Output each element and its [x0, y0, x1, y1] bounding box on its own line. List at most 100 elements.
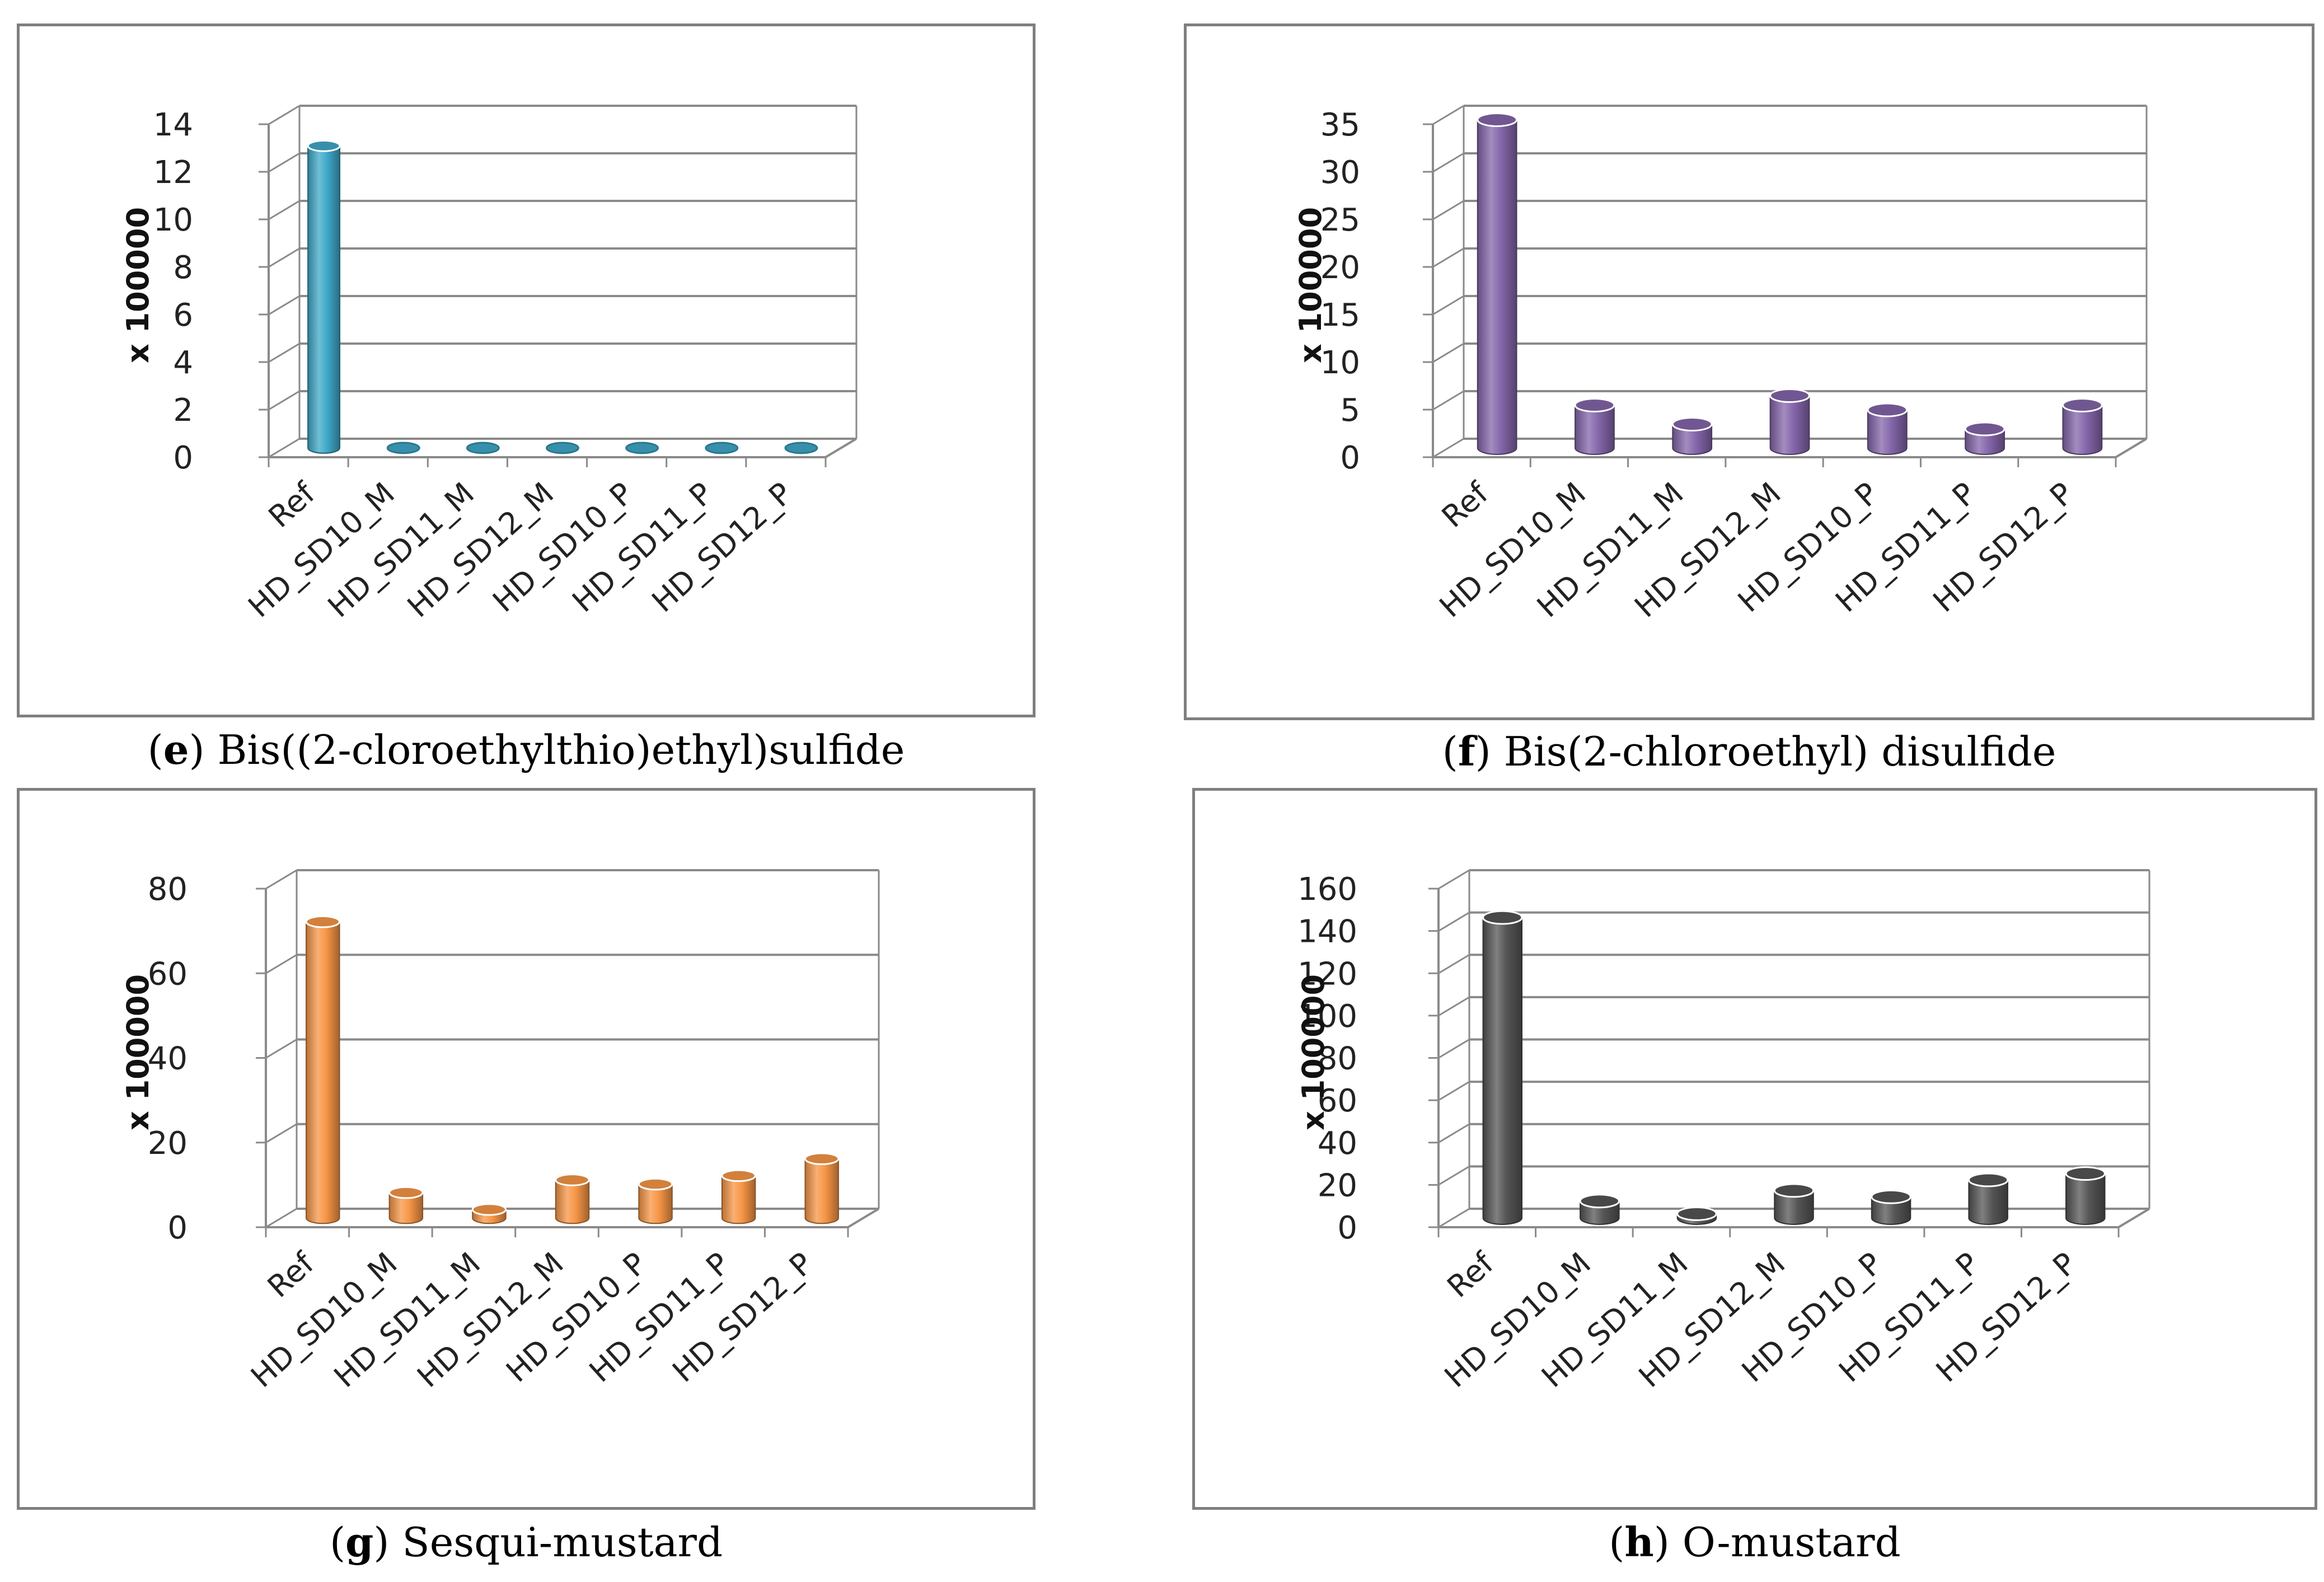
- y-tick-label: 35: [1320, 107, 1360, 143]
- y-tick-label: 0: [167, 1210, 188, 1246]
- bar: [638, 1184, 673, 1224]
- x-tick-label: Ref: [1435, 475, 1496, 535]
- y-axis-label: x 100000: [120, 974, 156, 1130]
- side-gridline: [1432, 247, 1464, 268]
- y-tick-label: 160: [1297, 871, 1357, 908]
- side-gridline: [268, 200, 300, 220]
- bar-top: [638, 1177, 673, 1191]
- y-tick-label: 14: [153, 107, 193, 143]
- floor-edge: [824, 438, 858, 458]
- y-axis-label: x 100000: [120, 207, 156, 363]
- bar-top: [307, 139, 341, 152]
- x-tick-label: HD_SD10_M: [244, 1246, 404, 1395]
- x-tick-label: HD_SD12_M: [410, 1246, 570, 1395]
- side-gridline: [1438, 869, 1470, 890]
- bar-top: [1574, 397, 1615, 413]
- y-tick-label: 100: [1297, 998, 1357, 1035]
- y-tick-label: 60: [1318, 1083, 1357, 1119]
- y-tick-label: 8: [173, 250, 193, 286]
- side-gridline: [268, 105, 300, 125]
- y-tick-label: 0: [173, 440, 193, 476]
- bar: [721, 1175, 756, 1224]
- bar-chart-g: 0 20 40 60 80 x 100000 RefHD_SD10_MHD_SD11_MHD…: [120, 869, 880, 1395]
- side-gridline: [1438, 1166, 1470, 1186]
- y-tick-label: 10: [1320, 345, 1360, 381]
- y-tick-label: 120: [1297, 956, 1357, 992]
- y-tick-label: 0: [1337, 1210, 1357, 1246]
- bar-top: [804, 1152, 840, 1165]
- bar-top: [1477, 112, 1518, 128]
- x-tick-label: Ref: [261, 1245, 322, 1305]
- side-gridline: [1438, 1039, 1470, 1059]
- side-gridline: [1432, 342, 1464, 363]
- y-tick-label: 80: [148, 871, 188, 908]
- bar: [1968, 1179, 2008, 1225]
- bar: [1477, 119, 1517, 455]
- y-tick-label: 40: [1318, 1125, 1357, 1162]
- y-tick-label: 2: [173, 392, 193, 429]
- bar-top: [721, 1169, 756, 1182]
- bar: [1482, 917, 1522, 1225]
- chart-caption-h: (h) O-mustard: [1609, 1518, 1901, 1566]
- x-tick-label: HD_SD11_M: [327, 1246, 487, 1395]
- x-tick-label: Ref: [1440, 1245, 1501, 1305]
- side-gridline: [1438, 1081, 1470, 1101]
- side-gridline: [265, 954, 297, 974]
- bar-top: [1967, 1172, 2009, 1187]
- bar: [555, 1179, 590, 1224]
- y-tick-label: 15: [1320, 297, 1360, 334]
- bar-top: [1769, 388, 1810, 403]
- chart-frame: 0 2 4 6 8 10 12 14 x 100000 Ref HD_SD10_M HD_SD11_M…: [17, 24, 1036, 717]
- bar: [1871, 1196, 1911, 1225]
- bar-top: [471, 1203, 507, 1216]
- bar-top: [2062, 397, 2103, 413]
- side-gridline: [1432, 200, 1464, 220]
- bar: [1867, 409, 1908, 455]
- y-tick-label: 0: [1340, 440, 1360, 476]
- side-gridline: [268, 295, 300, 316]
- side-gridline: [1432, 390, 1464, 411]
- floor-edge: [2117, 1208, 2150, 1228]
- side-gridline: [1432, 152, 1464, 173]
- side-gridline: [1438, 912, 1470, 932]
- side-gridline: [265, 1208, 297, 1228]
- y-tick-label: 140: [1297, 914, 1357, 950]
- bar: [2065, 1173, 2106, 1225]
- bar-top: [386, 442, 420, 454]
- chart-caption-e: (e) Bis((2-cloroethylthio)ethyl)sulfide: [147, 726, 905, 773]
- side-gridline: [268, 247, 300, 268]
- floor-edge: [2115, 438, 2148, 458]
- side-gridline: [268, 438, 300, 458]
- y-tick-label: 10: [153, 202, 193, 238]
- side-gridline: [1438, 1208, 1470, 1228]
- bar-top: [546, 442, 579, 454]
- side-gridline: [1432, 295, 1464, 316]
- y-tick-label: 80: [1318, 1041, 1357, 1077]
- side-gridline: [268, 152, 300, 173]
- floor-edge: [847, 1208, 880, 1228]
- bar-top: [625, 442, 659, 454]
- side-gridline: [268, 390, 300, 411]
- side-gridline: [265, 1123, 297, 1144]
- y-axis-label: x 100000: [1293, 207, 1328, 363]
- chart-panel-e: 0 2 4 6 8 10 12 14 x 100000 Ref HD_SD10_M HD_SD11_M…: [17, 24, 1036, 773]
- bar: [306, 921, 340, 1224]
- chart-frame: 0 20 40 60 80 x 100000 Ref HD_SD10_M HD_SD11_M HD…: [17, 788, 1036, 1510]
- bar-top: [1579, 1194, 1620, 1209]
- x-tick-label: Ref: [262, 475, 323, 535]
- bar: [2062, 405, 2103, 455]
- bar-top: [784, 442, 818, 454]
- bar-top: [1867, 402, 1908, 417]
- bar-top: [705, 442, 739, 454]
- side-gridline: [265, 1039, 297, 1059]
- y-tick-label: 5: [1340, 392, 1360, 429]
- y-tick-label: 4: [173, 345, 193, 381]
- chart-frame: 0 20 40 60 80 100 120 140 160 x 100000 Ref HD_SD10_…: [1192, 788, 2317, 1510]
- bar-top: [1482, 910, 1523, 925]
- y-tick-label: 20: [148, 1125, 188, 1162]
- y-tick-label: 6: [173, 297, 193, 334]
- chart-caption-f: (f) Bis(2-chloroethyl) disulfide: [1442, 727, 2056, 775]
- bar-top: [1871, 1189, 1911, 1204]
